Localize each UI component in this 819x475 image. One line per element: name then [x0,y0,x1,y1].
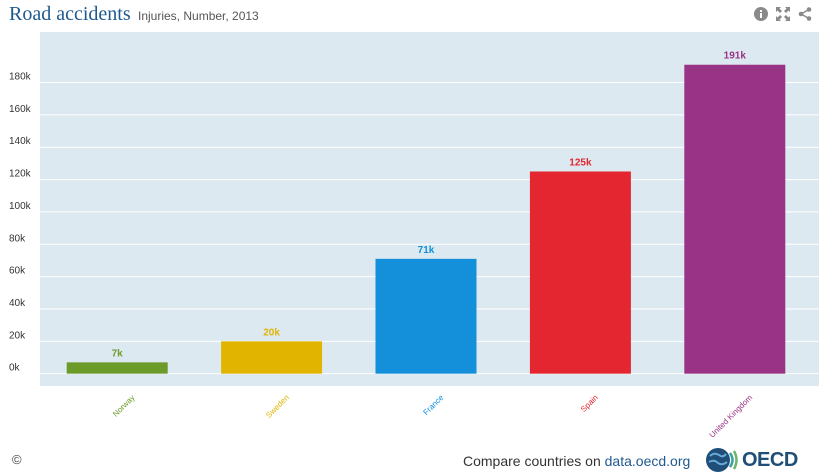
y-tick-label: 20k [9,330,26,341]
y-tick-label: 80k [9,233,26,244]
bars [66,64,786,374]
data-label: 71k [418,245,435,256]
compare-prefix: Compare countries on [463,453,605,469]
data-label: 20k [263,327,280,338]
x-tick-label: United Kingdom [708,393,755,440]
chart-header: Road accidents Injuries, Number, 2013 [0,0,819,30]
data-label: 7k [112,348,124,359]
chart-subtitle: Injuries, Number, 2013 [138,9,259,23]
y-tick-label: 120k [9,169,32,180]
x-axis: Norway Sweden France Spain United Kingdom [111,393,754,440]
y-tick-label: 60k [9,266,26,277]
x-tick-label: Sweden [264,393,291,420]
info-icon[interactable] [753,6,769,22]
y-tick-label: 180k [9,72,32,83]
bar-chart: 0k 20k 40k 60k 80k 100k 120k 140k 160k 180k 7k 20k… [9,32,819,440]
data-label: 125k [569,157,592,168]
x-tick-label: France [421,393,445,417]
chart-toolbar [753,6,813,22]
share-icon[interactable] [797,6,813,22]
oecd-globe-icon [706,448,738,472]
chart-title: Road accidents [9,3,131,25]
bar-spain[interactable] [529,171,631,374]
copyright-mark: © [12,452,22,467]
compare-countries-text: Compare countries on data.oecd.org [463,453,690,469]
fullscreen-icon[interactable] [775,6,791,22]
y-tick-label: 100k [9,201,32,212]
data-label: 191k [724,51,747,62]
y-axis: 0k 20k 40k 60k 80k 100k 120k 140k 160k 180k [9,72,32,374]
data-oecd-link[interactable]: data.oecd.org [604,453,691,469]
oecd-logo-text: OECD [742,448,798,471]
bar-norway[interactable] [66,362,168,374]
y-tick-label: 40k [9,298,26,309]
data-labels: 7k 20k 71k 125k 191k [112,51,747,360]
y-tick-label: 140k [9,136,32,147]
x-tick-label: Spain [579,393,600,414]
x-tick-label: Norway [111,393,137,419]
bar-united-kingdom[interactable] [684,64,786,374]
oecd-logo[interactable]: OECD [705,447,798,473]
y-tick-label: 0k [9,363,21,374]
bar-france[interactable] [375,258,477,374]
bar-sweden[interactable] [221,341,323,374]
y-tick-label: 160k [9,104,32,115]
